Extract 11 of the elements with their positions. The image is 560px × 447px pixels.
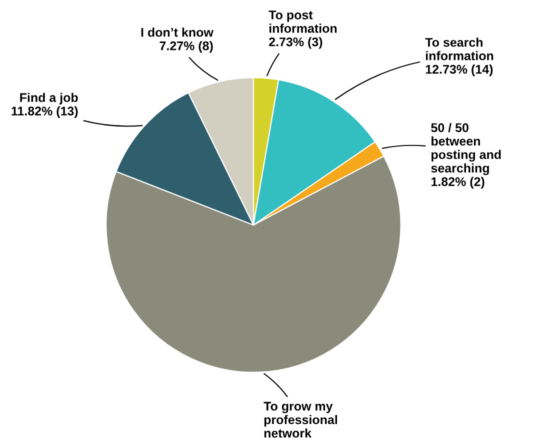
data-label: 11.82% (13) [12, 106, 78, 118]
slice-label: To post information [268, 10, 337, 33]
data-label: 2.73% (3) [269, 37, 322, 49]
slice-label: 50 / 50 between posting and searching [431, 122, 501, 176]
data-label: 7.27% (8) [160, 41, 213, 53]
slice-label: I don’t know [141, 28, 214, 37]
data-label: 1.82% (2) [432, 176, 484, 189]
data-label: 12.73% (14) [426, 64, 493, 76]
slice-label: To search information [425, 38, 494, 60]
slice-label: To grow my professional network [264, 402, 338, 438]
slice-label: Find a job [20, 92, 78, 104]
